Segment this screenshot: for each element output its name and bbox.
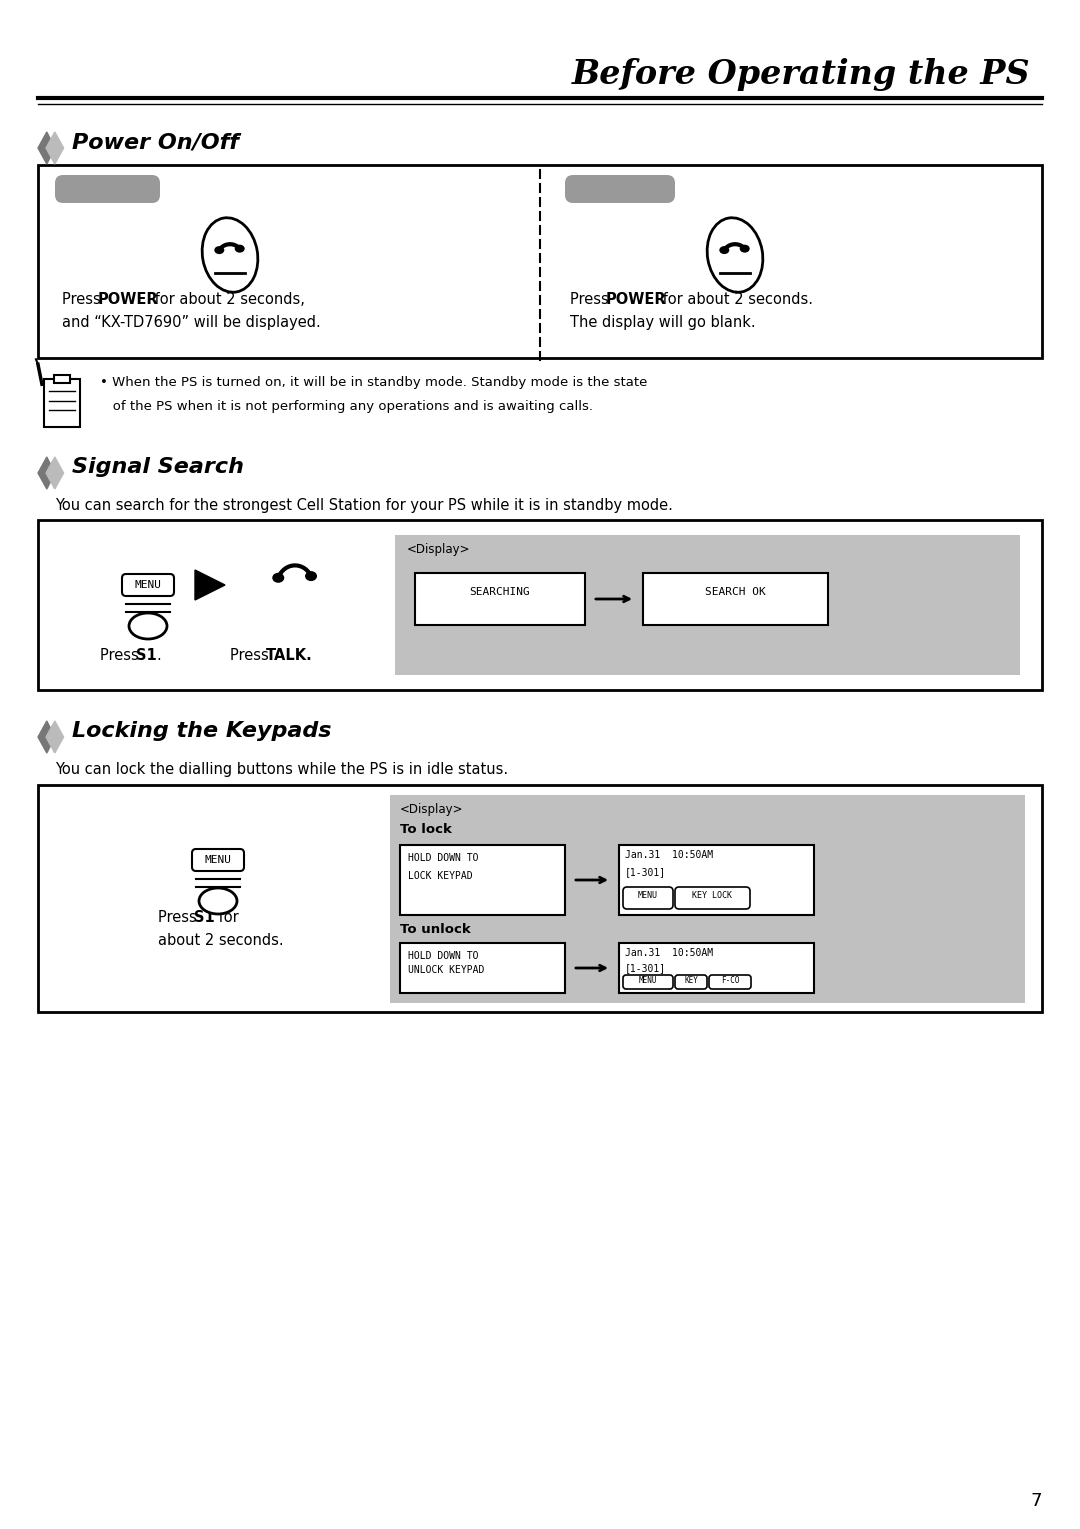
Text: for: for xyxy=(214,910,239,925)
Text: You can search for the strongest Cell Station for your PS while it is in standby: You can search for the strongest Cell St… xyxy=(55,498,673,514)
Text: Press: Press xyxy=(230,648,273,664)
Text: Press: Press xyxy=(570,292,613,307)
Text: SEARCHING: SEARCHING xyxy=(470,587,530,596)
Text: You can lock the dialling buttons while the PS is in idle status.: You can lock the dialling buttons while … xyxy=(55,761,508,777)
Text: • When the PS is turned on, it will be in standby mode. Standby mode is the stat: • When the PS is turned on, it will be i… xyxy=(100,376,647,388)
Bar xyxy=(400,943,565,992)
Bar xyxy=(643,573,828,625)
Text: Press: Press xyxy=(158,910,201,925)
Text: Jan.31  10:50AM: Jan.31 10:50AM xyxy=(625,948,713,959)
Ellipse shape xyxy=(740,245,750,252)
Text: S1: S1 xyxy=(194,910,215,925)
Ellipse shape xyxy=(719,246,729,254)
Text: 7: 7 xyxy=(1030,1492,1042,1511)
Text: <Display>: <Display> xyxy=(407,543,471,557)
Ellipse shape xyxy=(129,613,167,639)
FancyBboxPatch shape xyxy=(122,573,174,596)
Text: SEARCH OK: SEARCH OK xyxy=(704,587,766,596)
FancyBboxPatch shape xyxy=(708,976,751,989)
Bar xyxy=(38,784,1042,1012)
Polygon shape xyxy=(46,457,64,489)
Bar xyxy=(54,376,69,384)
Text: MENU: MENU xyxy=(638,891,658,901)
FancyBboxPatch shape xyxy=(192,849,244,872)
FancyBboxPatch shape xyxy=(623,976,673,989)
Text: Signal Search: Signal Search xyxy=(72,457,244,477)
Bar xyxy=(400,846,565,914)
Ellipse shape xyxy=(202,217,258,292)
Text: for about 2 seconds.: for about 2 seconds. xyxy=(658,292,813,307)
Text: HOLD DOWN TO: HOLD DOWN TO xyxy=(408,951,478,962)
Bar xyxy=(415,573,585,625)
Bar xyxy=(44,379,80,427)
Text: Press: Press xyxy=(62,292,106,307)
Ellipse shape xyxy=(272,573,284,583)
Text: Before Operating the PS: Before Operating the PS xyxy=(571,58,1030,92)
Text: POWER: POWER xyxy=(98,292,159,307)
FancyBboxPatch shape xyxy=(565,174,675,203)
Ellipse shape xyxy=(214,246,225,254)
Text: MENU: MENU xyxy=(135,579,162,590)
Text: Jan.31  10:50AM: Jan.31 10:50AM xyxy=(625,850,713,859)
Text: .: . xyxy=(156,648,161,664)
Text: MENU: MENU xyxy=(638,976,658,985)
Text: [1-301]: [1-301] xyxy=(625,963,666,972)
Text: Power On: Power On xyxy=(73,177,145,190)
Polygon shape xyxy=(38,131,55,164)
Text: KEY: KEY xyxy=(684,976,698,985)
Text: Press: Press xyxy=(100,648,144,664)
Text: Power On/Off: Power On/Off xyxy=(72,131,239,151)
FancyBboxPatch shape xyxy=(675,976,707,989)
FancyBboxPatch shape xyxy=(675,887,750,910)
Ellipse shape xyxy=(305,572,318,581)
Ellipse shape xyxy=(707,217,762,292)
Polygon shape xyxy=(38,457,55,489)
Bar xyxy=(38,520,1042,690)
Text: Power Off: Power Off xyxy=(583,177,658,190)
Text: S1: S1 xyxy=(136,648,157,664)
Text: To lock: To lock xyxy=(400,823,451,836)
Bar xyxy=(395,535,1020,674)
Text: MENU: MENU xyxy=(204,855,231,865)
Polygon shape xyxy=(38,722,55,752)
Polygon shape xyxy=(46,722,64,752)
Polygon shape xyxy=(46,131,64,164)
Text: and “KX-TD7690” will be displayed.: and “KX-TD7690” will be displayed. xyxy=(62,315,321,330)
Ellipse shape xyxy=(234,245,245,252)
FancyBboxPatch shape xyxy=(623,887,673,910)
Text: about 2 seconds.: about 2 seconds. xyxy=(158,933,284,948)
Polygon shape xyxy=(195,570,225,599)
Text: HOLD DOWN TO: HOLD DOWN TO xyxy=(408,853,478,862)
Text: TALK.: TALK. xyxy=(266,648,313,664)
Text: [1-301]: [1-301] xyxy=(625,867,666,878)
Text: LOCK KEYPAD: LOCK KEYPAD xyxy=(408,872,473,881)
Text: To unlock: To unlock xyxy=(400,924,471,936)
Bar xyxy=(619,943,814,992)
Text: Locking the Keypads: Locking the Keypads xyxy=(72,722,332,742)
Text: for about 2 seconds,: for about 2 seconds, xyxy=(150,292,305,307)
Bar xyxy=(390,795,1025,1003)
Text: The display will go blank.: The display will go blank. xyxy=(570,315,756,330)
Text: F-CO: F-CO xyxy=(720,976,739,985)
Text: of the PS when it is not performing any operations and is awaiting calls.: of the PS when it is not performing any … xyxy=(100,401,593,413)
Text: UNLOCK KEYPAD: UNLOCK KEYPAD xyxy=(408,965,484,976)
Bar xyxy=(38,165,1042,358)
FancyBboxPatch shape xyxy=(55,174,160,203)
Text: KEY LOCK: KEY LOCK xyxy=(692,891,732,901)
Text: POWER: POWER xyxy=(606,292,666,307)
Text: <Display>: <Display> xyxy=(400,803,463,816)
Ellipse shape xyxy=(199,888,237,914)
Bar xyxy=(619,846,814,914)
